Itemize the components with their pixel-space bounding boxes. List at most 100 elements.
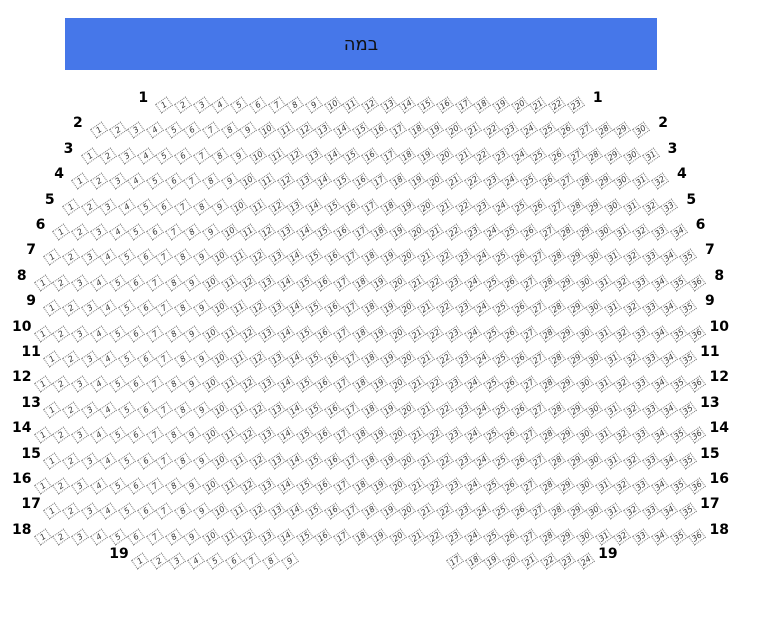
- seat[interactable]: 2: [52, 528, 71, 546]
- seat[interactable]: 2: [61, 502, 80, 520]
- seat[interactable]: 20: [389, 325, 407, 343]
- seat[interactable]: 7: [164, 223, 183, 241]
- seat[interactable]: 18: [351, 274, 370, 292]
- seat[interactable]: 24: [492, 198, 510, 216]
- seat[interactable]: 10: [202, 375, 220, 393]
- seat[interactable]: 29: [557, 375, 576, 393]
- seat[interactable]: 24: [473, 502, 492, 520]
- seat[interactable]: 11: [230, 299, 248, 317]
- seat[interactable]: 8: [174, 452, 192, 470]
- seat[interactable]: 30: [585, 299, 604, 317]
- seat[interactable]: 4: [99, 248, 118, 266]
- seat[interactable]: 20: [417, 198, 435, 216]
- seat[interactable]: 18: [473, 96, 492, 114]
- seat[interactable]: 3: [127, 121, 146, 139]
- seat[interactable]: 24: [482, 223, 501, 241]
- seat[interactable]: 7: [243, 552, 262, 570]
- seat[interactable]: 5: [118, 452, 136, 470]
- seat[interactable]: 22: [426, 274, 445, 292]
- seat[interactable]: 23: [445, 528, 464, 546]
- seat[interactable]: 3: [71, 375, 90, 393]
- seat[interactable]: 10: [202, 325, 220, 343]
- seat[interactable]: 27: [529, 299, 548, 317]
- seat[interactable]: 32: [613, 274, 632, 292]
- seat[interactable]: 24: [501, 172, 520, 190]
- seat[interactable]: 13: [267, 248, 286, 266]
- seat[interactable]: 11: [220, 325, 239, 343]
- seat[interactable]: 17: [389, 121, 407, 139]
- seat[interactable]: 10: [211, 401, 230, 419]
- seat[interactable]: 30: [585, 452, 604, 470]
- seat[interactable]: 9: [202, 223, 220, 241]
- seat[interactable]: 30: [576, 426, 594, 444]
- seat[interactable]: 9: [192, 502, 211, 520]
- seat[interactable]: 22: [482, 121, 501, 139]
- seat[interactable]: 32: [641, 198, 660, 216]
- seat[interactable]: 6: [248, 96, 267, 114]
- seat[interactable]: 22: [435, 452, 454, 470]
- seat[interactable]: 28: [566, 198, 585, 216]
- seat[interactable]: 35: [679, 350, 697, 368]
- seat[interactable]: 31: [613, 223, 632, 241]
- seat[interactable]: 13: [258, 375, 277, 393]
- seat[interactable]: 32: [613, 477, 632, 495]
- seat[interactable]: 9: [183, 325, 202, 343]
- seat[interactable]: 3: [71, 528, 90, 546]
- seat[interactable]: 8: [164, 325, 183, 343]
- seat[interactable]: 11: [239, 223, 258, 241]
- seat[interactable]: 32: [613, 528, 632, 546]
- seat[interactable]: 12: [248, 350, 267, 368]
- seat[interactable]: 20: [398, 248, 417, 266]
- seat[interactable]: 15: [295, 426, 314, 444]
- seat[interactable]: 26: [501, 528, 520, 546]
- seat[interactable]: 30: [576, 274, 594, 292]
- seat[interactable]: 6: [136, 401, 155, 419]
- seat[interactable]: 12: [267, 198, 286, 216]
- seat[interactable]: 1: [43, 350, 61, 368]
- seat[interactable]: 10: [230, 198, 248, 216]
- seat[interactable]: 25: [482, 325, 501, 343]
- seat[interactable]: 5: [108, 325, 127, 343]
- seat[interactable]: 16: [314, 375, 333, 393]
- seat[interactable]: 6: [174, 147, 192, 165]
- seat[interactable]: 8: [183, 223, 202, 241]
- seat[interactable]: 14: [276, 477, 295, 495]
- seat[interactable]: 21: [463, 121, 482, 139]
- seat[interactable]: 16: [323, 350, 342, 368]
- seat[interactable]: 1: [43, 502, 61, 520]
- seat[interactable]: 20: [426, 172, 445, 190]
- seat[interactable]: 15: [305, 248, 323, 266]
- seat[interactable]: 26: [548, 147, 566, 165]
- seat[interactable]: 14: [276, 528, 295, 546]
- seat[interactable]: 30: [604, 198, 622, 216]
- seat[interactable]: 3: [99, 198, 118, 216]
- seat[interactable]: 30: [576, 477, 594, 495]
- seat[interactable]: 13: [258, 426, 277, 444]
- seat[interactable]: 14: [276, 274, 295, 292]
- seat[interactable]: 25: [492, 299, 510, 317]
- seat[interactable]: 1: [52, 223, 71, 241]
- seat[interactable]: 3: [80, 401, 99, 419]
- seat[interactable]: 31: [604, 401, 622, 419]
- seat[interactable]: 28: [538, 375, 557, 393]
- seat[interactable]: 11: [220, 477, 239, 495]
- seat[interactable]: 23: [454, 350, 473, 368]
- seat[interactable]: 2: [80, 198, 99, 216]
- seat[interactable]: 14: [276, 426, 295, 444]
- seat[interactable]: 23: [566, 96, 585, 114]
- seat[interactable]: 21: [407, 528, 426, 546]
- seat[interactable]: 36: [688, 325, 707, 343]
- seat[interactable]: 22: [435, 401, 454, 419]
- seat[interactable]: 21: [417, 350, 435, 368]
- seat[interactable]: 12: [239, 375, 258, 393]
- seat[interactable]: 33: [650, 223, 669, 241]
- seat[interactable]: 9: [183, 426, 202, 444]
- seat[interactable]: 30: [585, 248, 604, 266]
- seat[interactable]: 31: [594, 274, 613, 292]
- seat[interactable]: 28: [538, 426, 557, 444]
- seat[interactable]: 20: [398, 350, 417, 368]
- seat[interactable]: 15: [295, 477, 314, 495]
- seat[interactable]: 16: [314, 477, 333, 495]
- seat[interactable]: 4: [89, 477, 108, 495]
- seat[interactable]: 32: [622, 299, 641, 317]
